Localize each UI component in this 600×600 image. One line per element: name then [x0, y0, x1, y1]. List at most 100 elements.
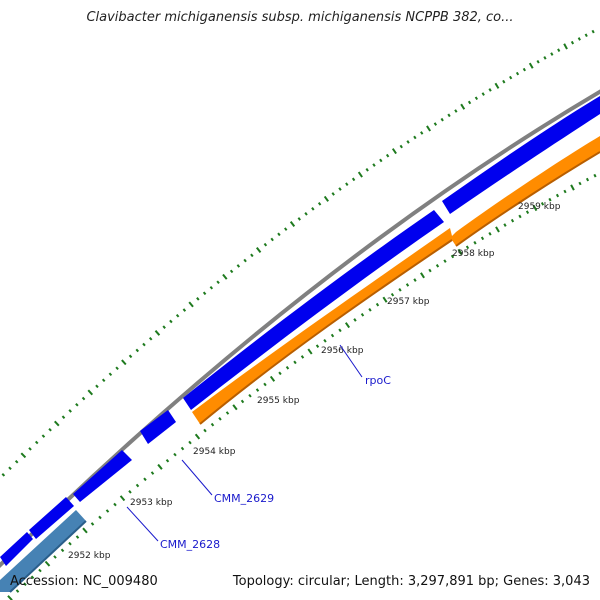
tick-mark — [148, 336, 153, 341]
tick-mark — [522, 67, 526, 72]
tick-label-2957: 2957 kbp — [387, 297, 430, 307]
cds-feature-4[interactable] — [140, 410, 176, 444]
tick-mark — [101, 378, 106, 383]
tick-mark — [540, 201, 545, 206]
cds-feature-6[interactable] — [442, 96, 600, 214]
tick-label-2955: 2955 kbp — [257, 396, 300, 406]
tick-mark — [330, 333, 335, 338]
tick-label-2953: 2953 kbp — [130, 498, 173, 508]
gene-label-rpoC[interactable]: rpoC — [365, 374, 391, 387]
tick-mark — [473, 240, 477, 245]
tick-mark — [345, 182, 349, 186]
tick-mark — [443, 259, 447, 263]
tick-mark — [1, 473, 6, 477]
tick-mark — [494, 82, 500, 89]
cds-feature-5[interactable] — [183, 210, 444, 410]
tick-mark — [270, 237, 274, 242]
tick-mark — [460, 103, 466, 110]
tick-mark — [420, 272, 425, 279]
tick-mark — [263, 382, 267, 387]
gene-label-CMM_2629[interactable]: CMM_2629 — [214, 492, 274, 505]
gene-track — [192, 136, 600, 425]
tick-mark — [406, 140, 410, 144]
map-title: Clavibacter michiganensis subsp. michiga… — [86, 10, 514, 25]
tick-mark — [278, 371, 282, 376]
tick-mark — [210, 422, 215, 427]
tick-mark — [532, 204, 538, 212]
tick-mark — [75, 535, 80, 539]
tick-mark — [269, 375, 276, 382]
tick-mark — [277, 232, 281, 237]
tick-mark — [360, 313, 365, 317]
tick-mark — [509, 75, 513, 80]
tick-mark — [98, 515, 102, 520]
tick-mark — [368, 307, 372, 312]
cds-feature-1[interactable] — [0, 532, 33, 566]
tick-mark — [413, 278, 417, 282]
tick-mark — [150, 471, 155, 475]
tick-mark — [28, 447, 32, 451]
tick-mark — [372, 163, 376, 167]
tick-mark — [128, 354, 133, 359]
gene-feature-rpoC[interactable] — [192, 136, 600, 424]
tick-mark — [495, 226, 500, 233]
tick-mark — [297, 217, 301, 221]
callout-line-CMM_2628 — [126, 506, 159, 542]
tick-mark — [255, 388, 260, 392]
tick-mark — [165, 458, 170, 463]
tick-mark — [202, 291, 207, 296]
cds-feature-3[interactable] — [73, 450, 132, 502]
tick-mark — [311, 207, 315, 211]
tick-mark — [307, 348, 313, 355]
tick-mark — [53, 555, 57, 559]
tick-label-2958: 2958 kbp — [452, 249, 495, 259]
tick-mark — [467, 100, 472, 105]
tick-mark — [584, 33, 588, 38]
tick-mark — [365, 168, 369, 172]
tick-mark — [68, 541, 72, 546]
tick-mark — [236, 264, 241, 268]
tick-mark — [285, 366, 290, 370]
tick-mark — [218, 417, 222, 421]
tick-mark — [113, 502, 117, 507]
tick-mark — [528, 62, 534, 69]
tick-mark — [426, 125, 432, 132]
tick-mark — [34, 440, 39, 445]
tick-mark — [44, 560, 51, 567]
tick-mark — [420, 131, 424, 135]
gene-labels: CMM_2628 CMM_2629 rpoC — [160, 374, 391, 551]
tick-mark — [95, 384, 99, 389]
tick-mark — [591, 29, 595, 34]
tick-mark — [108, 372, 113, 377]
tick-mark — [304, 212, 308, 216]
rna-feature-edge — [9, 520, 87, 593]
tick-mark — [375, 302, 380, 307]
tick-mark — [8, 466, 12, 471]
tick-mark — [548, 197, 552, 202]
tick-mark — [203, 428, 207, 433]
tick-mark — [87, 389, 94, 396]
tick-label-2956: 2956 kbp — [321, 346, 364, 356]
tick-mark — [173, 452, 177, 457]
tick-label-2959: 2959 kbp — [518, 202, 561, 212]
tick-mark — [390, 292, 395, 297]
tick-mark — [536, 59, 540, 64]
rna-feature[interactable] — [0, 510, 86, 592]
cds-feature-2[interactable] — [29, 497, 74, 539]
tick-mark — [323, 195, 329, 202]
tick-mark — [135, 348, 140, 353]
tick-mark — [398, 288, 402, 292]
tick-mark — [209, 285, 214, 290]
tick-mark — [23, 582, 27, 586]
tick-mark — [143, 477, 147, 482]
tick-mark — [284, 227, 288, 231]
tick-mark — [225, 411, 230, 415]
tick-mark — [570, 40, 575, 45]
tick-mark — [481, 92, 485, 96]
gene-label-CMM_2628[interactable]: CMM_2628 — [160, 538, 220, 551]
tick-mark — [162, 325, 166, 329]
tick-mark — [194, 433, 201, 440]
tick-mark — [15, 589, 20, 593]
tick-mark — [142, 342, 146, 347]
